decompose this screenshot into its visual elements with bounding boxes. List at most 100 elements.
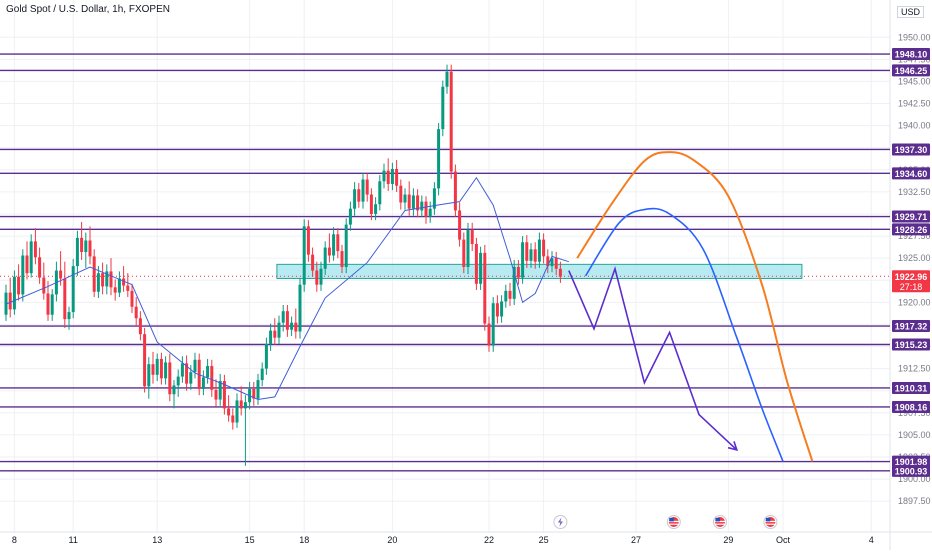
y-tick-label: 1920.00 [898,297,931,307]
level-price-tag[interactable] [892,48,930,61]
candle-body [445,71,449,87]
level-price-tag[interactable] [892,64,930,77]
level-price-tag[interactable] [892,400,930,413]
candle-body [176,376,180,386]
y-tick-label: 1900.00 [898,474,931,484]
candle-body [210,365,214,390]
candle-body [453,171,457,211]
candle-body [281,311,285,323]
candle-body [437,129,441,189]
candle-body [353,189,357,209]
currency-badge[interactable]: USD [896,6,924,18]
level-price-tag[interactable] [892,320,930,333]
flag-stripe [765,523,776,525]
event-marker[interactable] [713,515,727,529]
candle-body [88,240,92,257]
x-axis-ticks[interactable]: 8 11 13 15 18 20 22 25 27 29 Oct 4 [12,535,874,545]
candle-body [361,179,365,202]
candle-body [80,237,84,252]
y-tick-label: 1932.50 [898,187,931,197]
x-tick-label: 15 [245,535,255,545]
level-price-tag[interactable] [892,338,930,351]
level-price-tag[interactable] [892,455,930,468]
candle-body [17,276,21,295]
zigzag-projection[interactable] [568,266,738,451]
flag-canton [669,517,674,522]
level-price-tag[interactable] [892,143,930,156]
candle-body [126,285,130,291]
candle-body [512,267,516,299]
candle-body [122,278,126,286]
level-price-tag[interactable] [892,167,930,180]
x-tick-label: 20 [387,535,397,545]
level-price-tags[interactable]: 1948.10 1946.25 1937.30 1934.60 1929.71 1928.… [892,48,930,477]
candle-body [25,255,29,274]
candle-body [428,208,432,217]
event-marker[interactable] [763,515,778,529]
candle-body [369,194,373,214]
candle-body [71,266,75,313]
level-price-tag[interactable] [892,464,930,477]
candle-body [185,363,189,384]
candle-body [235,400,239,423]
flag-stripe [668,520,679,523]
event-marker[interactable] [553,515,568,529]
level-price-tag[interactable] [892,210,930,223]
candle-body [147,364,151,387]
candle-body [546,256,550,267]
candle-body [130,290,134,307]
candle-body [218,380,222,400]
flag-stripe [715,520,725,523]
candle-timer-label: 27:18 [900,282,923,292]
candle-body [407,194,411,209]
x-tick-label: 29 [723,535,733,545]
candle-body [143,334,147,387]
candle-body [206,365,210,378]
moving-average-line [5,176,569,401]
lightning-glyph [557,517,563,527]
candle-body [458,210,462,240]
candle-body [105,271,109,287]
candle-body [59,270,63,279]
candle-body [151,364,155,375]
level-price-tag-label: 1937.30 [895,145,928,155]
candle-body [382,170,386,182]
level-price-tag[interactable] [892,381,930,394]
current-price-tag[interactable] [892,270,930,293]
candle-body [542,239,546,257]
candle-body [290,322,294,330]
candle-body [201,377,205,389]
candle-body [38,257,42,278]
candle-body [327,247,331,256]
candle-body [42,277,46,294]
x-tick-label: 11 [69,535,78,545]
candle-body [50,294,54,315]
orange-projection-arc[interactable] [576,151,814,462]
candle-body [12,276,16,310]
candle-body [84,240,88,252]
level-price-tag-label: 1934.60 [895,169,928,179]
candle-body [449,71,453,172]
candle-body [500,301,504,317]
y-tick-label: 1945.00 [898,76,931,86]
candle-body [516,267,520,278]
candle-body [508,290,512,299]
level-price-tag[interactable] [892,223,930,236]
candle-body [462,239,466,267]
candle-body [315,270,319,285]
candle-body [63,278,67,320]
candle-body [8,292,12,310]
event-marker[interactable] [666,515,681,529]
y-tick-label: 1925.00 [898,253,931,263]
level-price-tag-label: 1908.16 [895,402,928,412]
blue-projection-arc[interactable] [584,207,784,462]
candle-body [117,278,121,293]
candles [4,64,562,466]
candle-body [491,303,495,346]
level-price-tag-label: 1910.31 [895,383,928,393]
candle-body [277,322,281,338]
candle-body [134,306,138,319]
candle-body [101,273,105,287]
